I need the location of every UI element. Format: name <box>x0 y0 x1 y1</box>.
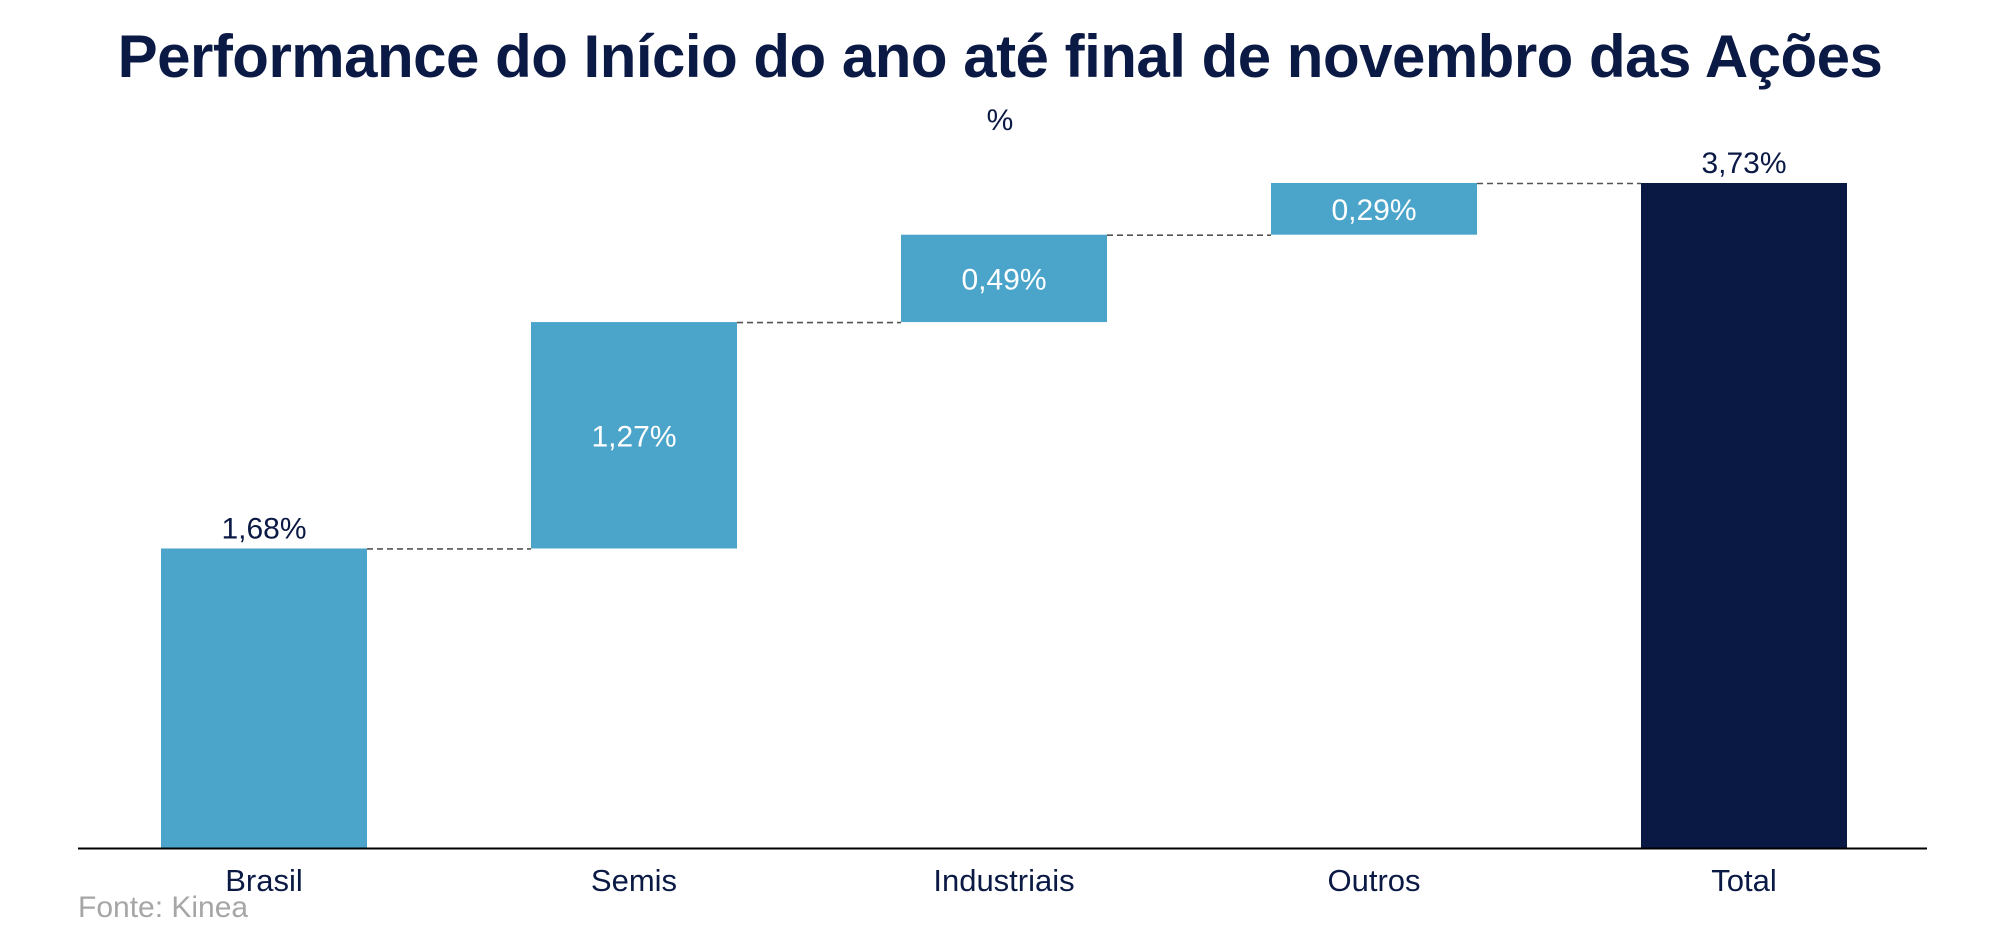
category-labels: Brasil Semis Industriais Outros Total <box>225 863 1777 898</box>
data-label-total: 3,73% <box>1701 147 1786 180</box>
data-label-semis: 1,27% <box>591 420 676 453</box>
bar-outros <box>1271 183 1477 235</box>
category-label-total: Total <box>1711 863 1776 898</box>
bar-total <box>1641 183 1847 848</box>
category-label-outros: Outros <box>1327 863 1420 898</box>
data-labels: 1,68% 1,27% 0,49% 0,29% 3,73% <box>221 147 1786 545</box>
source-note: Fonte: Kinea <box>78 891 249 924</box>
data-label-outros: 0,29% <box>1331 194 1416 227</box>
category-label-industriais: Industriais <box>933 863 1074 898</box>
bar-semis <box>531 322 737 549</box>
bar-industriais <box>901 234 1107 323</box>
category-label-semis: Semis <box>591 863 677 898</box>
bar-brasil <box>161 548 367 848</box>
chart-title: Performance do Início do ano até final d… <box>117 23 1883 90</box>
bars <box>161 183 1847 848</box>
category-label-brasil: Brasil <box>225 863 303 898</box>
data-label-industriais: 0,49% <box>961 263 1046 296</box>
connector-lines <box>367 182 1641 550</box>
chart-unit-label: % <box>986 104 1014 137</box>
data-label-brasil: 1,68% <box>221 512 306 545</box>
